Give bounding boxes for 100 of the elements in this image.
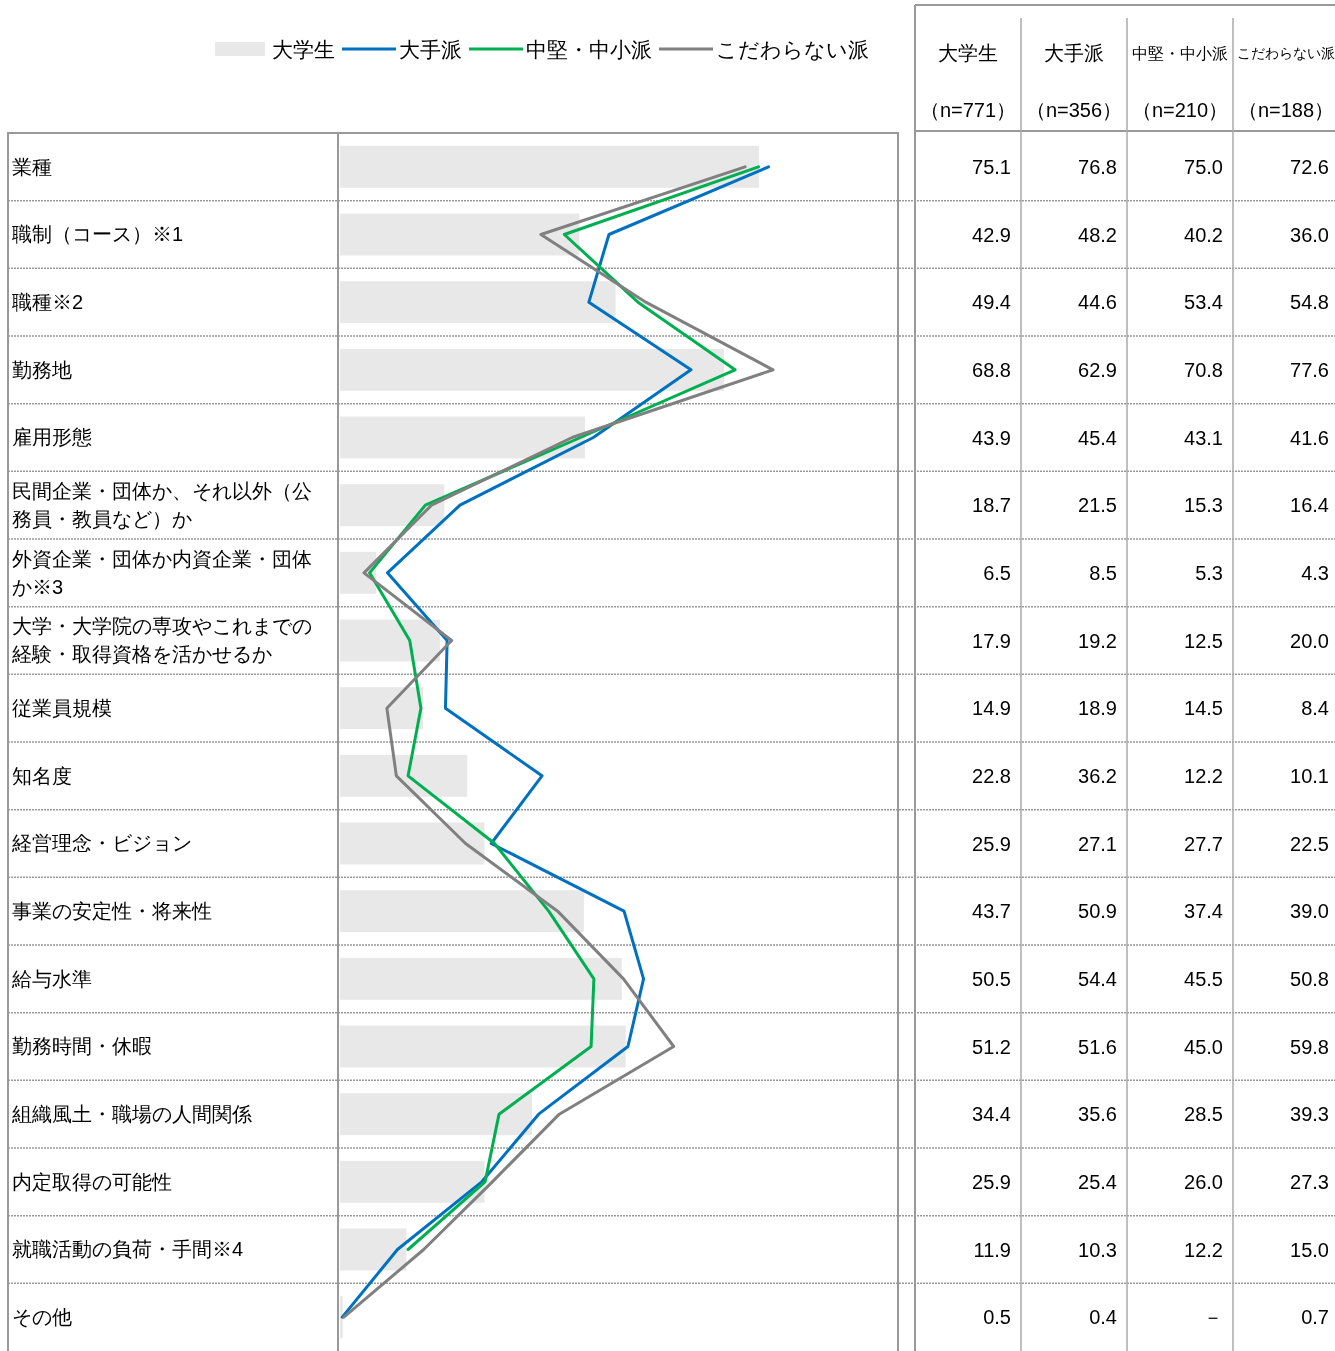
data-label: 77.6 <box>1290 358 1329 381</box>
data-label: 27.1 <box>1078 832 1117 855</box>
data-label: 18.7 <box>972 494 1011 517</box>
data-label: 43.1 <box>1184 426 1223 449</box>
data-label: 16.4 <box>1290 494 1329 517</box>
text: 大学生 <box>938 42 998 64</box>
data-label: 48.2 <box>1078 223 1117 246</box>
y-tick-label: 職制（コース）※1 <box>12 222 184 248</box>
data-label: 40.2 <box>1184 223 1223 246</box>
y-tick-label: 大学・大学院の専攻やこれまでの経験・取得資格を活かせるか <box>12 614 313 668</box>
data-label: 70.8 <box>1184 358 1223 381</box>
y-tick-label: 組織風土・職場の人間関係 <box>12 1102 252 1128</box>
data-label: 43.9 <box>972 426 1011 449</box>
data-label: 28.5 <box>1184 1103 1223 1126</box>
y-tick-label: 外資企業・団体か内資企業・団体か※3 <box>12 546 313 600</box>
bar <box>340 484 445 527</box>
bar <box>340 1025 626 1068</box>
y-tick-label: 従業員規模 <box>12 696 112 722</box>
data-label: 43.7 <box>972 900 1011 923</box>
data-label: 35.6 <box>1078 1103 1117 1126</box>
data-label: 41.6 <box>1290 426 1329 449</box>
data-label: 10.3 <box>1078 1238 1117 1261</box>
data-label: 37.4 <box>1184 900 1223 923</box>
data-label: 8.4 <box>1301 697 1329 720</box>
data-label: 21.5 <box>1078 494 1117 517</box>
legend-label: 中堅・中小派 <box>526 37 652 61</box>
text: （n=356） <box>1025 99 1123 121</box>
data-label: 50.9 <box>1078 900 1117 923</box>
data-label: 44.6 <box>1078 291 1117 314</box>
data-label: 53.4 <box>1184 291 1223 314</box>
data-label: 0.5 <box>983 1306 1011 1329</box>
data-label: 25.9 <box>972 832 1011 855</box>
bar <box>340 348 724 391</box>
data-label: 26.0 <box>1184 1170 1223 1193</box>
data-label: 45.5 <box>1184 967 1223 990</box>
data-label: 54.8 <box>1290 291 1329 314</box>
data-label: 4.3 <box>1301 561 1329 584</box>
data-label: 17.9 <box>972 629 1011 652</box>
legend-label: こだわらない派 <box>716 37 869 61</box>
data-label: 54.4 <box>1078 967 1117 990</box>
data-label: 20.0 <box>1290 629 1329 652</box>
data-label: 22.8 <box>972 764 1011 787</box>
data-label: 11.9 <box>973 1238 1011 1261</box>
data-label: 76.8 <box>1078 155 1117 178</box>
bar <box>340 822 485 865</box>
text: （n=188） <box>1237 99 1335 121</box>
data-label: 49.4 <box>972 291 1011 314</box>
y-tick-label: 職種※2 <box>12 290 84 316</box>
data-label: 50.5 <box>972 967 1011 990</box>
data-label: 34.4 <box>972 1103 1011 1126</box>
y-tick-label: 勤務時間・休暇 <box>12 1034 152 1060</box>
data-label: 59.8 <box>1290 1035 1329 1058</box>
bar <box>340 416 585 459</box>
data-label: 42.9 <box>972 223 1011 246</box>
data-label: 0.7 <box>1301 1306 1329 1329</box>
data-label: 6.5 <box>983 561 1011 584</box>
data-label: 8.5 <box>1089 561 1117 584</box>
bar <box>340 619 440 662</box>
y-tick-label: 知名度 <box>12 763 72 789</box>
data-label: 39.3 <box>1290 1103 1329 1126</box>
y-tick-label: 事業の安定性・将来性 <box>12 899 212 925</box>
bar <box>340 1228 407 1271</box>
y-tick-label: 内定取得の可能性 <box>12 1169 172 1195</box>
text: － <box>1203 1306 1223 1329</box>
y-tick-label: 就職活動の負荷・手間※4 <box>12 1237 244 1263</box>
bar <box>340 551 377 594</box>
bar <box>340 687 424 730</box>
bar <box>340 957 622 1000</box>
text: 大手派 <box>1044 42 1104 64</box>
data-label: 45.4 <box>1078 426 1117 449</box>
y-tick-label: 民間企業・団体か、それ以外（公務員・教員など）か <box>12 479 313 533</box>
bar <box>340 890 584 933</box>
legend-label: 大学生 <box>272 37 335 61</box>
data-label: 62.9 <box>1078 358 1117 381</box>
bar <box>340 145 760 188</box>
data-label: 50.8 <box>1290 967 1329 990</box>
data-label: 75.0 <box>1184 155 1223 178</box>
bar <box>340 281 616 324</box>
data-label: 25.4 <box>1078 1170 1117 1193</box>
y-tick-label: 雇用形態 <box>12 425 92 451</box>
data-label: 15.0 <box>1290 1238 1329 1261</box>
bar <box>340 1093 532 1136</box>
data-label: 72.6 <box>1290 155 1329 178</box>
data-label: 12.5 <box>1184 629 1223 652</box>
text: （n=210） <box>1131 99 1229 121</box>
y-tick-label: 勤務地 <box>12 357 72 383</box>
y-tick-label: その他 <box>12 1305 72 1331</box>
data-label: 14.5 <box>1184 697 1223 720</box>
data-label: 25.9 <box>972 1170 1011 1193</box>
bar <box>340 754 468 797</box>
data-label: 51.6 <box>1078 1035 1117 1058</box>
data-label: 19.2 <box>1078 629 1117 652</box>
data-label: 10.1 <box>1290 764 1329 787</box>
data-label: 75.1 <box>972 155 1011 178</box>
data-label: 18.9 <box>1078 697 1117 720</box>
data-label: 5.3 <box>1195 561 1223 584</box>
y-tick-label: 経営理念・ビジョン <box>12 831 192 857</box>
data-label: 36.0 <box>1290 223 1329 246</box>
data-label: 22.5 <box>1290 832 1329 855</box>
data-label: 0.4 <box>1089 1306 1117 1329</box>
